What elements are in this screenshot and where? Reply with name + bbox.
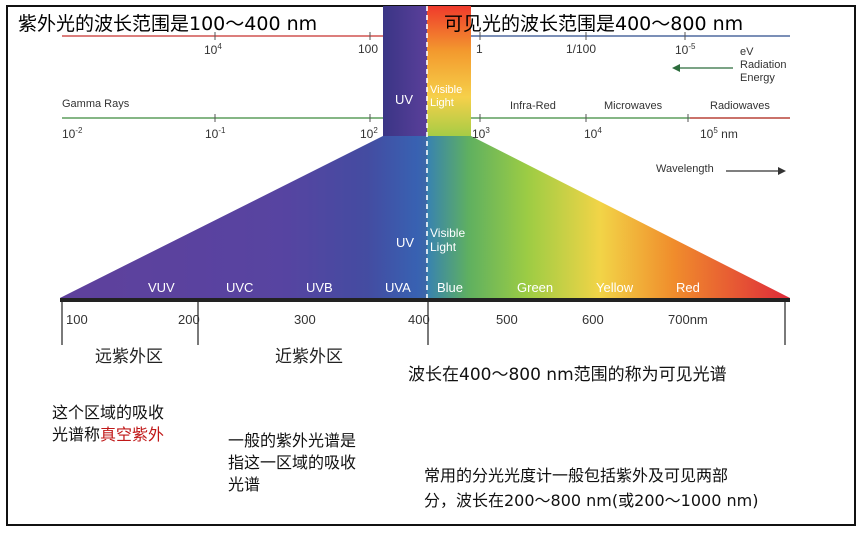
band-vuv: VUV [148,280,175,295]
band-visible-light: Visible Light [430,84,463,109]
bottom-tick-label: 600 [582,312,604,327]
bottom-tick-label: 100 [66,312,88,327]
wavelength-tick-label: 103 [472,126,490,141]
energy-label: eV Radiation Energy [740,46,787,84]
energy-tick-label: 10-5 [675,42,696,57]
title-uv-range: 紫外光的波长范围是100～400 nm [18,13,318,35]
wavelength-tick-label: 102 [360,126,378,141]
energy-tick-label: 100 [358,42,379,56]
bottom-tick-label: 400 [408,312,430,327]
band-uvb: UVB [306,280,333,295]
wavelength-tick-label: 10-1 [205,126,226,141]
bottom-tick-label: 300 [294,312,316,327]
band-gamma-rays: Gamma Rays [62,98,130,110]
band-microwaves: Microwaves [604,100,663,112]
energy-tick-label: 1 [476,42,483,56]
fan-uv-label: UV [396,235,415,250]
wavelength-tick-label: 104 [584,126,602,141]
wavelength-tick-label: 10-2 [62,126,83,141]
region-visible-desc: 波长在400～800 nm范围的称为可见光谱 [408,365,727,385]
note-vacuum-uv: 这个区域的吸收 光谱称真空紫外 [52,403,165,444]
wavelength-arrow-head [778,167,786,175]
bottom-tick-label: 500 [496,312,518,327]
band-uva: UVA [385,280,411,295]
energy-tick-label: 104 [204,42,222,57]
spectrum-fan [60,136,790,298]
band-red: Red [676,280,700,295]
band-uv: UV [395,92,414,107]
bottom-tick-label: 200 [178,312,200,327]
band-blue: Blue [437,280,464,295]
vacuum-uv-term: 真空紫外 [100,425,165,444]
bottom-tick-label: 700nm [668,312,708,327]
fan-uv-shade [60,136,427,298]
wavelength-tick-label: 105 nm [700,126,738,141]
fan-visible-label: Visible Light [430,226,466,254]
note-general-uv: 一般的紫外光谱是 指这一区域的吸收 光谱 [228,431,357,494]
band-green: Green [517,280,554,295]
energy-tick-label: 1/100 [566,42,597,56]
band-infra-red: Infra-Red [510,100,556,112]
region-near-uv: 近紫外区 [275,347,343,367]
region-far-uv: 远紫外区 [95,347,163,367]
band-uvc: UVC [226,280,254,295]
visible-column [427,6,471,136]
band-radiowaves: Radiowaves [710,100,770,112]
band-yellow: Yellow [596,280,634,295]
note-spectrophotometer: 常用的分光光度计一般包括紫外及可见两部 分，波长在200～800 nm(或200… [424,466,759,510]
energy-arrow-head [672,64,680,72]
title-visible-range: 可见光的波长范围是400～800 nm [444,13,744,35]
uv-column [383,6,427,136]
wavelength-label: Wavelength [656,163,714,175]
